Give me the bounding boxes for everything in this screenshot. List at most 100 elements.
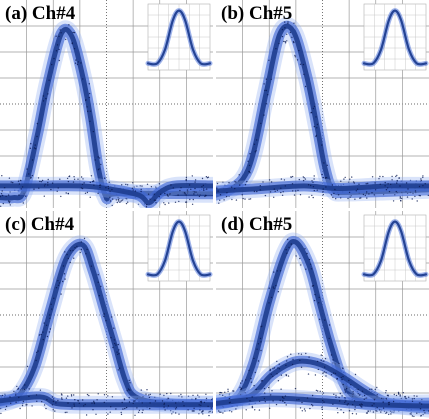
trace-sample [185, 179, 187, 182]
trace-sample [350, 384, 352, 386]
trace-sample [172, 187, 174, 189]
trace-sample [394, 194, 396, 196]
trace-sample [302, 176, 304, 178]
trace-sample [248, 369, 250, 372]
trace-sample [191, 175, 193, 177]
trace-sample [393, 411, 395, 414]
trace-sample [125, 202, 128, 205]
trace-sample [268, 302, 270, 304]
trace-sample [305, 352, 307, 355]
trace-sample [100, 285, 102, 288]
trace-sample [273, 196, 275, 198]
trace-sample [9, 191, 11, 193]
trace-sample [330, 374, 333, 376]
trace-sample [153, 199, 156, 201]
trace-sample [74, 399, 76, 401]
trace-sample [192, 394, 194, 397]
trace-sample [379, 183, 381, 185]
trace-sample [272, 368, 274, 370]
trace-sample [347, 197, 349, 200]
trace-sample [396, 191, 399, 194]
trace-sample [167, 397, 169, 399]
trace-sample [277, 291, 280, 293]
trace-sample [421, 398, 423, 401]
trace-sample [256, 348, 258, 350]
trace-sample [323, 162, 325, 164]
trace-sample [22, 400, 25, 403]
trace-sample [1, 394, 4, 397]
trace-sample [294, 54, 296, 57]
trace-sample [268, 179, 271, 181]
trace-sample [422, 176, 424, 179]
trace-sample [45, 407, 47, 410]
trace-sample [112, 346, 114, 349]
inset-trace [362, 9, 428, 66]
trace-sample [201, 410, 203, 413]
trace-sample [85, 414, 88, 416]
inset-trace [146, 220, 212, 277]
trace-sample [194, 181, 196, 183]
trace-sample [284, 401, 286, 404]
trace-sample [376, 394, 378, 396]
trace-sample [80, 241, 83, 243]
trace-sample [316, 123, 319, 126]
trace-sample [311, 285, 314, 287]
trace-sample [138, 409, 141, 412]
trace-sample [77, 61, 80, 63]
trace-sample [51, 182, 54, 184]
trace-sample [353, 400, 356, 402]
trace-sample [67, 180, 70, 183]
trace-sample [287, 238, 289, 241]
trace-sample [316, 189, 318, 191]
trace-sample [298, 49, 300, 52]
trace-sample [42, 95, 45, 97]
trace-sample [227, 390, 229, 392]
trace-sample [58, 59, 60, 62]
trace-sample [317, 390, 319, 392]
trace-sample [39, 180, 41, 183]
trace-sample [139, 185, 141, 187]
trace-sample [368, 193, 370, 195]
trace-sample [43, 322, 45, 324]
trace-sample [409, 191, 412, 194]
trace-sample [0, 407, 2, 410]
trace-sample [346, 388, 348, 390]
trace-sample [328, 324, 331, 326]
trace-sample [82, 178, 84, 180]
trace-sample [195, 191, 197, 193]
trace-sample [69, 261, 71, 264]
trace-sample [239, 386, 241, 388]
trace-sample [270, 181, 273, 183]
trace-sample [37, 177, 40, 179]
trace-sample [198, 404, 200, 406]
trace-sample [203, 188, 205, 190]
trace-sample [201, 177, 204, 180]
trace-sample [254, 371, 256, 374]
trace-sample [336, 407, 338, 409]
trace-sample [21, 404, 24, 407]
trace-sample [166, 193, 168, 196]
trace-sample [109, 196, 111, 199]
panel-a-inset [145, 3, 213, 71]
trace-sample [277, 380, 280, 382]
trace-sample [251, 406, 254, 409]
trace-sample [195, 398, 197, 400]
trace-sample [309, 407, 311, 410]
trace-sample [74, 247, 76, 249]
trace-sample [264, 89, 266, 92]
trace-sample [89, 196, 91, 198]
trace-sample [224, 391, 226, 393]
trace-sample [15, 394, 17, 396]
trace-sample [185, 194, 187, 196]
trace-sample [62, 265, 65, 267]
trace-sample [72, 31, 74, 34]
trace-sample [223, 199, 225, 201]
trace-sample [399, 185, 401, 187]
trace-sample [67, 257, 70, 260]
trace-sample [363, 398, 365, 400]
trace-sample [26, 404, 28, 406]
trace-sample [260, 326, 262, 328]
trace-sample [314, 374, 317, 376]
panel-c-trace-1 [0, 387, 213, 416]
trace-sample [283, 179, 286, 181]
